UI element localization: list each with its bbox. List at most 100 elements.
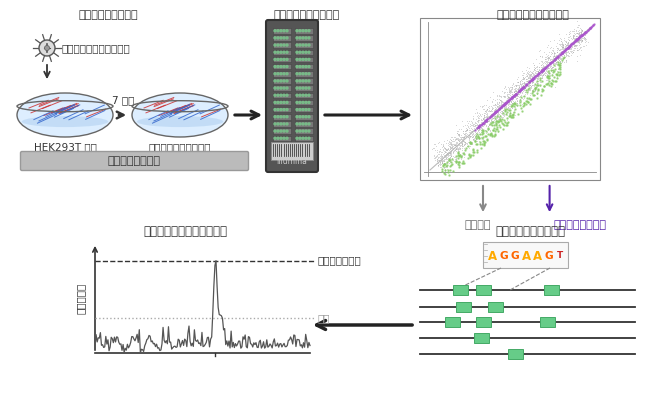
Text: メチレーションアレイ: メチレーションアレイ — [274, 10, 340, 20]
Circle shape — [296, 80, 298, 82]
Bar — [273, 107, 291, 112]
Circle shape — [280, 87, 282, 89]
Bar — [476, 317, 491, 327]
Circle shape — [274, 44, 276, 46]
Text: ピューロマイシン: ピューロマイシン — [107, 156, 161, 166]
Circle shape — [299, 123, 301, 125]
Circle shape — [277, 102, 279, 103]
Circle shape — [302, 109, 304, 111]
Circle shape — [274, 116, 276, 118]
Circle shape — [302, 73, 304, 75]
Circle shape — [299, 37, 301, 39]
Circle shape — [299, 102, 301, 103]
Circle shape — [274, 30, 276, 32]
Circle shape — [283, 87, 285, 89]
Circle shape — [286, 116, 288, 118]
Bar — [453, 285, 468, 295]
Circle shape — [302, 102, 304, 103]
Circle shape — [286, 123, 288, 125]
Circle shape — [274, 51, 276, 53]
Bar — [420, 18, 600, 180]
Circle shape — [280, 116, 282, 118]
Circle shape — [305, 123, 307, 125]
Bar — [295, 78, 313, 84]
Circle shape — [305, 73, 307, 75]
Bar — [273, 100, 291, 105]
Circle shape — [280, 137, 282, 139]
Circle shape — [305, 80, 307, 82]
Circle shape — [283, 130, 285, 132]
Circle shape — [302, 123, 304, 125]
Text: メチル化変化部位: メチル化変化部位 — [554, 220, 606, 230]
Text: A: A — [533, 250, 542, 263]
Circle shape — [286, 66, 288, 68]
Circle shape — [305, 66, 307, 68]
Circle shape — [280, 102, 282, 103]
Circle shape — [274, 102, 276, 103]
Bar — [273, 56, 291, 62]
Circle shape — [305, 51, 307, 53]
Circle shape — [305, 116, 307, 118]
Bar — [456, 302, 471, 312]
Circle shape — [277, 130, 279, 132]
Circle shape — [277, 44, 279, 46]
Circle shape — [274, 37, 276, 39]
Circle shape — [280, 58, 282, 60]
Circle shape — [286, 130, 288, 132]
Circle shape — [308, 80, 310, 82]
Bar — [540, 317, 555, 327]
Text: 閾値: 閾値 — [318, 313, 330, 323]
Text: A: A — [522, 250, 531, 263]
Circle shape — [274, 58, 276, 60]
Circle shape — [305, 94, 307, 96]
Circle shape — [296, 44, 298, 46]
Circle shape — [274, 73, 276, 75]
Bar — [445, 317, 460, 327]
Circle shape — [308, 87, 310, 89]
Circle shape — [283, 51, 285, 53]
Circle shape — [299, 116, 301, 118]
Bar — [273, 114, 291, 120]
Circle shape — [277, 30, 279, 32]
Text: G: G — [545, 251, 553, 261]
Circle shape — [280, 44, 282, 46]
Circle shape — [296, 58, 298, 60]
Circle shape — [283, 109, 285, 111]
Circle shape — [305, 58, 307, 60]
Bar — [271, 142, 313, 160]
Circle shape — [302, 130, 304, 132]
Ellipse shape — [136, 116, 223, 127]
Circle shape — [296, 102, 298, 103]
Circle shape — [305, 130, 307, 132]
Circle shape — [305, 137, 307, 139]
Circle shape — [274, 123, 276, 125]
Bar — [295, 135, 313, 141]
Text: T: T — [557, 252, 564, 260]
Circle shape — [308, 30, 310, 32]
Circle shape — [302, 66, 304, 68]
Circle shape — [302, 87, 304, 89]
Circle shape — [286, 73, 288, 75]
Bar — [273, 64, 291, 70]
Circle shape — [302, 44, 304, 46]
Circle shape — [296, 137, 298, 139]
Bar — [295, 71, 313, 77]
Circle shape — [296, 37, 298, 39]
Circle shape — [274, 87, 276, 89]
Circle shape — [299, 58, 301, 60]
Bar — [295, 85, 313, 91]
Circle shape — [280, 73, 282, 75]
Text: 7 日間: 7 日間 — [112, 95, 134, 105]
Circle shape — [308, 58, 310, 60]
Circle shape — [299, 51, 301, 53]
Circle shape — [308, 51, 310, 53]
Circle shape — [308, 37, 310, 39]
Circle shape — [283, 80, 285, 82]
Circle shape — [299, 73, 301, 75]
Circle shape — [299, 44, 301, 46]
Circle shape — [39, 40, 55, 56]
Circle shape — [286, 37, 288, 39]
Bar — [295, 128, 313, 134]
Bar — [295, 114, 313, 120]
Circle shape — [283, 94, 285, 96]
